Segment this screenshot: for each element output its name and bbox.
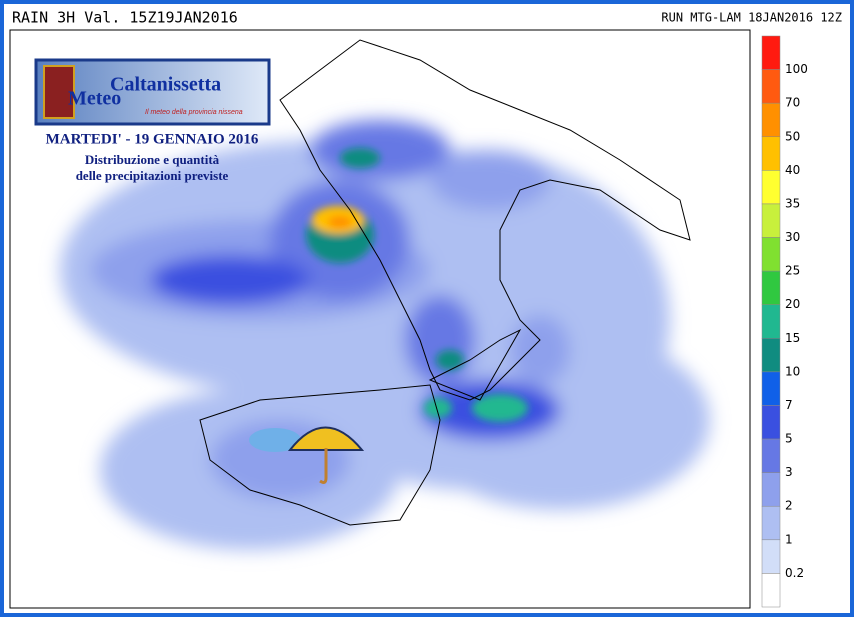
legend-label: 5 <box>785 432 793 446</box>
legend-swatch <box>761 270 781 305</box>
legend-swatch <box>761 35 781 70</box>
legend-swatch <box>761 405 781 440</box>
legend-swatch <box>761 102 781 138</box>
legend-label: 70 <box>785 96 800 110</box>
legend-swatch <box>761 136 781 171</box>
header-right: RUN MTG-LAM 18JAN2016 12Z <box>661 11 842 25</box>
legend-swatch <box>761 472 781 507</box>
legend-label: 25 <box>785 264 800 278</box>
weather-icon <box>249 426 365 484</box>
legend-swatch <box>761 304 781 339</box>
legend-label: 35 <box>785 196 800 210</box>
legend-label: 40 <box>785 163 800 177</box>
legend-swatch <box>761 203 781 238</box>
legend-label: 10 <box>785 364 800 378</box>
legend-swatch <box>761 69 781 104</box>
legend-label: 1 <box>785 532 793 546</box>
date: MARTEDI' - 19 GENNAIO 2016 <box>46 131 259 147</box>
legend-swatch <box>761 371 781 406</box>
header-left: RAIN 3H Val. 15Z19JAN2016 <box>12 9 238 27</box>
legend-label: 30 <box>785 230 800 244</box>
legend-label: 15 <box>785 331 800 345</box>
legend-swatch <box>761 573 781 608</box>
legend-label: 0.2 <box>785 566 804 580</box>
coastlines <box>199 39 691 526</box>
legend-swatch <box>761 438 781 473</box>
logo-title: Caltanissetta <box>110 74 221 96</box>
legend-label: 7 <box>785 398 793 412</box>
legend-swatch <box>761 170 781 205</box>
legend-label: 20 <box>785 297 800 311</box>
caption-line: delle precipitazioni previste <box>76 168 229 183</box>
legend-label: 3 <box>785 465 793 479</box>
logo-crest <box>43 65 75 119</box>
legend-label: 2 <box>785 499 793 513</box>
legend-swatch <box>761 539 781 574</box>
legend-swatch <box>761 338 781 373</box>
logo-subtitle: Meteo <box>68 88 121 110</box>
logo: Caltanissetta Meteo Il meteo della provi… <box>34 58 271 126</box>
legend-label: 50 <box>785 129 800 143</box>
legend-label: 100 <box>785 62 808 76</box>
legend-swatch <box>761 505 781 541</box>
legend-swatch <box>761 237 781 272</box>
logo-tagline: Il meteo della provincia nissena <box>145 109 243 116</box>
legend: 100 70 50 40 35 30 25 20 15 10 7 5 3 2 1 0.2 <box>761 35 808 608</box>
caption-line: Distribuzione e quantità <box>85 152 220 167</box>
